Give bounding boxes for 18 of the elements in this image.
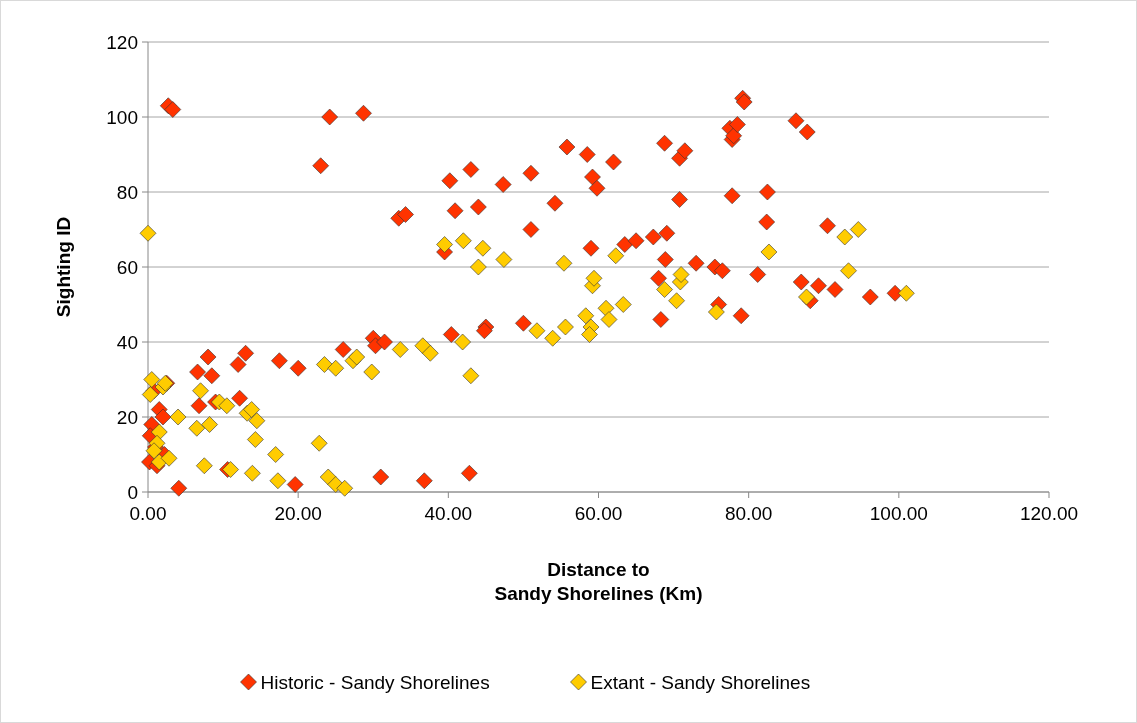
legend-label: Extant - Sandy Shorelines	[590, 671, 811, 693]
y-tick-label: 80	[116, 181, 138, 203]
x-tick-label: 20.00	[274, 503, 322, 524]
x-tick-label: 40.00	[424, 503, 473, 524]
y-tick-label: 0	[127, 481, 138, 503]
y-axis-title: Sighting ID	[53, 216, 74, 318]
y-tick-label: 120	[106, 31, 138, 53]
x-axis-title: Distance to Sandy Shorelines (Km)	[494, 559, 703, 604]
y-tick-label: 100	[106, 106, 138, 128]
x-tick-label: 0.00	[129, 503, 167, 524]
legend-label: Historic - Sandy Shorelines	[260, 671, 490, 693]
y-tick-label: 20	[116, 406, 138, 428]
y-tick-label: 60	[116, 256, 138, 278]
x-tick-label: 80.00	[724, 503, 773, 524]
y-tick-label: 40	[116, 331, 138, 353]
x-tick-label: 100.00	[869, 503, 928, 524]
x-tick-label: 60.00	[574, 503, 623, 524]
x-tick-label: 120.00	[1019, 503, 1079, 524]
